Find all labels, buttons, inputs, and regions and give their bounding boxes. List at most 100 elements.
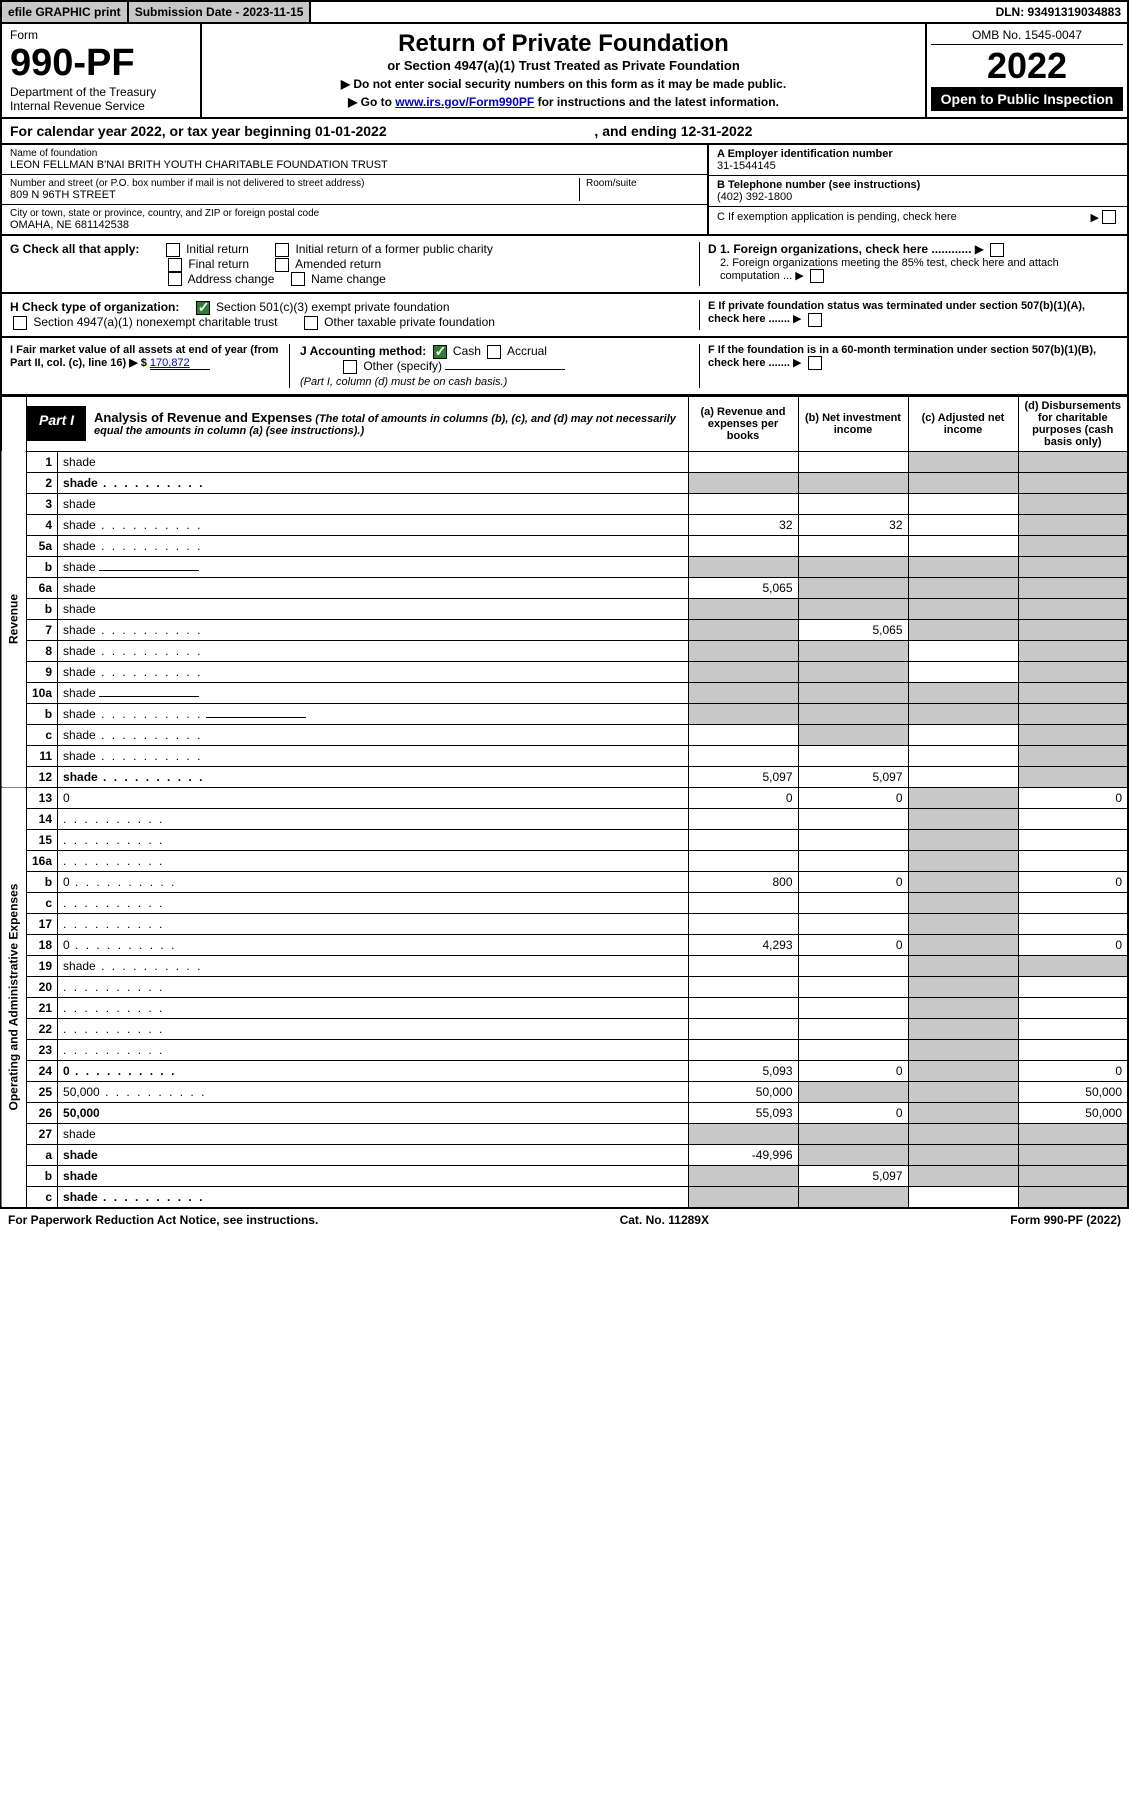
cell-value: 0 bbox=[1018, 1060, 1128, 1081]
phone-label: B Telephone number (see instructions) bbox=[717, 179, 920, 191]
h-other-cb[interactable] bbox=[304, 316, 318, 330]
h-opt1: Section 501(c)(3) exempt private foundat… bbox=[216, 300, 449, 314]
line-number: b bbox=[27, 598, 58, 619]
table-row: 1804,29300 bbox=[1, 934, 1128, 955]
cell-value bbox=[1018, 1039, 1128, 1060]
line-number: 12 bbox=[27, 766, 58, 787]
table-row: 2650,00055,093050,000 bbox=[1, 1102, 1128, 1123]
line-number: c bbox=[27, 1186, 58, 1208]
h-4947-cb[interactable] bbox=[13, 316, 27, 330]
line-number: 7 bbox=[27, 619, 58, 640]
cell-value: 0 bbox=[1018, 871, 1128, 892]
line-number: 11 bbox=[27, 745, 58, 766]
footer-left: For Paperwork Reduction Act Notice, see … bbox=[8, 1213, 318, 1227]
line-desc bbox=[58, 829, 688, 850]
cell-shaded bbox=[1018, 577, 1128, 598]
line-desc: shade bbox=[58, 1186, 688, 1208]
cell-shaded bbox=[688, 556, 798, 577]
note2-post: for instructions and the latest informat… bbox=[534, 95, 779, 109]
j-note: (Part I, column (d) must be on cash basi… bbox=[300, 376, 507, 388]
f-checkbox[interactable] bbox=[808, 356, 822, 370]
cell-shaded bbox=[688, 1165, 798, 1186]
d2-checkbox[interactable] bbox=[810, 269, 824, 283]
cell-value bbox=[1018, 850, 1128, 871]
line-desc bbox=[58, 1039, 688, 1060]
c-label: C If exemption application is pending, c… bbox=[717, 211, 1091, 223]
cell-value bbox=[798, 1039, 908, 1060]
col-a: (a) Revenue and expenses per books bbox=[688, 396, 798, 451]
j-accrual-cb[interactable] bbox=[487, 345, 501, 359]
table-row: cshade bbox=[1, 1186, 1128, 1208]
line-desc bbox=[58, 913, 688, 934]
line-desc: shade bbox=[58, 661, 688, 682]
line-desc bbox=[58, 808, 688, 829]
cell-shaded bbox=[1018, 1144, 1128, 1165]
section-h-e: H Check type of organization: Section 50… bbox=[0, 294, 1129, 338]
j-other: Other (specify) bbox=[363, 359, 442, 373]
g-address-cb[interactable] bbox=[168, 272, 182, 286]
cell-shaded bbox=[908, 598, 1018, 619]
g-initialformer-cb[interactable] bbox=[275, 243, 289, 257]
cell-shaded bbox=[1018, 1165, 1128, 1186]
line-number: 8 bbox=[27, 640, 58, 661]
cell-value: 32 bbox=[798, 514, 908, 535]
cell-shaded bbox=[908, 787, 1018, 808]
form-label: Form bbox=[10, 28, 192, 42]
irs-label: Internal Revenue Service bbox=[10, 99, 192, 113]
cal-mid: , and ending bbox=[594, 123, 680, 139]
cell-value bbox=[1018, 997, 1128, 1018]
line-desc: shade bbox=[58, 556, 688, 577]
line-desc: shade bbox=[58, 1144, 688, 1165]
j-cash-cb[interactable] bbox=[433, 345, 447, 359]
city-value: OMAHA, NE 681142538 bbox=[10, 219, 699, 231]
line-number: b bbox=[27, 871, 58, 892]
line-desc bbox=[58, 997, 688, 1018]
i-value[interactable]: 170,872 bbox=[150, 357, 210, 370]
cell-shaded bbox=[908, 1060, 1018, 1081]
cell-value bbox=[688, 808, 798, 829]
g-initial-cb[interactable] bbox=[166, 243, 180, 257]
line-desc: shade bbox=[58, 724, 688, 745]
cell-shaded bbox=[1018, 724, 1128, 745]
table-row: bshade bbox=[1, 598, 1128, 619]
note2-pre: ▶ Go to bbox=[348, 95, 395, 109]
open-public: Open to Public Inspection bbox=[931, 87, 1123, 111]
header-right: OMB No. 1545-0047 2022 Open to Public In… bbox=[927, 24, 1127, 117]
cell-value: 5,097 bbox=[688, 766, 798, 787]
table-row: bshade5,097 bbox=[1, 1165, 1128, 1186]
g-opt3: Amended return bbox=[295, 257, 381, 271]
line-number: 20 bbox=[27, 976, 58, 997]
cell-shaded bbox=[1018, 493, 1128, 514]
cell-value: 5,065 bbox=[688, 577, 798, 598]
cell-shaded bbox=[798, 682, 908, 703]
g-final-cb[interactable] bbox=[168, 258, 182, 272]
cell-value: 0 bbox=[1018, 934, 1128, 955]
cell-shaded bbox=[908, 892, 1018, 913]
line-number: 24 bbox=[27, 1060, 58, 1081]
j-other-cb[interactable] bbox=[343, 360, 357, 374]
cell-value: 0 bbox=[688, 787, 798, 808]
line-desc: shade bbox=[58, 472, 688, 493]
d1-checkbox[interactable] bbox=[990, 243, 1004, 257]
h-501c3-cb[interactable] bbox=[196, 301, 210, 315]
footer-right: Form 990-PF (2022) bbox=[1010, 1213, 1121, 1227]
cell-shaded bbox=[688, 640, 798, 661]
g-name-cb[interactable] bbox=[291, 272, 305, 286]
c-checkbox[interactable] bbox=[1102, 210, 1116, 224]
cell-value: 55,093 bbox=[688, 1102, 798, 1123]
cell-shaded bbox=[798, 556, 908, 577]
table-row: 7shade5,065 bbox=[1, 619, 1128, 640]
table-row: 20 bbox=[1, 976, 1128, 997]
cell-shaded bbox=[688, 682, 798, 703]
cell-value bbox=[798, 1018, 908, 1039]
g-amended-cb[interactable] bbox=[275, 258, 289, 272]
line-number: b bbox=[27, 1165, 58, 1186]
e-checkbox[interactable] bbox=[808, 313, 822, 327]
cell-value bbox=[688, 997, 798, 1018]
efile-button[interactable]: efile GRAPHIC print bbox=[2, 2, 129, 22]
cell-value: 50,000 bbox=[688, 1081, 798, 1102]
irs-link[interactable]: www.irs.gov/Form990PF bbox=[395, 95, 534, 109]
cell-shaded bbox=[798, 724, 908, 745]
cell-value bbox=[908, 535, 1018, 556]
cell-shaded bbox=[1018, 1186, 1128, 1208]
